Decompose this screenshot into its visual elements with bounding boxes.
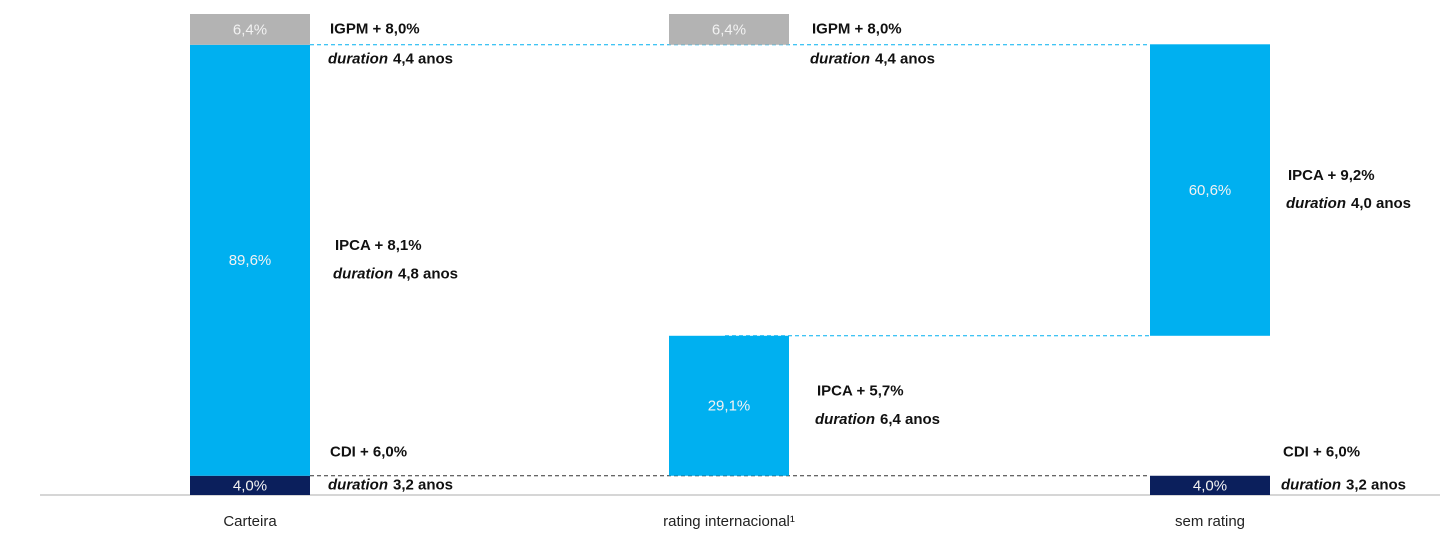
duration-note: duration 3,2 anos [1281,476,1406,493]
duration-value: 4,8 anos [398,265,458,282]
duration-note: duration 4,0 anos [1286,195,1411,212]
duration-word: duration [1281,476,1341,493]
x-tick-label: Carteira [223,513,277,530]
value-label: 89,6% [229,252,272,269]
rate-note: IGPM + 8,0% [330,20,420,37]
value-label: 4,0% [233,477,267,494]
rate-note: CDI + 6,0% [1283,443,1360,460]
value-label: 29,1% [708,398,751,415]
bar-segment [190,475,310,495]
duration-value: 4,4 anos [393,50,453,67]
x-tick-label: rating internacional¹ [663,513,795,530]
duration-note: duration 4,4 anos [328,50,453,67]
x-tick-label: sem rating [1175,513,1245,530]
duration-value: 3,2 anos [393,476,453,493]
value-label: 6,4% [712,21,746,38]
rate-note: IPCA + 5,7% [817,383,904,400]
duration-value: 4,0 anos [1351,195,1411,212]
rate-note: IPCA + 9,2% [1288,167,1375,184]
duration-note: duration 6,4 anos [815,411,940,428]
bar-segment [669,335,789,476]
value-label: 6,4% [233,21,267,38]
duration-word: duration [1286,195,1346,212]
duration-word: duration [810,50,870,67]
bar-segment [1150,475,1270,495]
value-label: 4,0% [1193,477,1227,494]
bar-segment [1150,44,1270,336]
bar-segment [669,14,789,45]
rate-note: IPCA + 8,1% [335,237,422,254]
duration-word: duration [328,476,388,493]
bar-segment [190,14,310,45]
duration-word: duration [328,50,388,67]
duration-value: 4,4 anos [875,50,935,67]
duration-value: 6,4 anos [880,411,940,428]
duration-word: duration [815,411,875,428]
duration-note: duration 3,2 anos [328,476,453,493]
duration-word: duration [333,265,393,282]
rate-note: CDI + 6,0% [330,443,407,460]
duration-note: duration 4,4 anos [810,50,935,67]
duration-note: duration 4,8 anos [333,265,458,282]
value-label: 60,6% [1189,182,1232,199]
rate-note: IGPM + 8,0% [812,20,902,37]
duration-value: 3,2 anos [1346,476,1406,493]
bar-segment [190,44,310,476]
